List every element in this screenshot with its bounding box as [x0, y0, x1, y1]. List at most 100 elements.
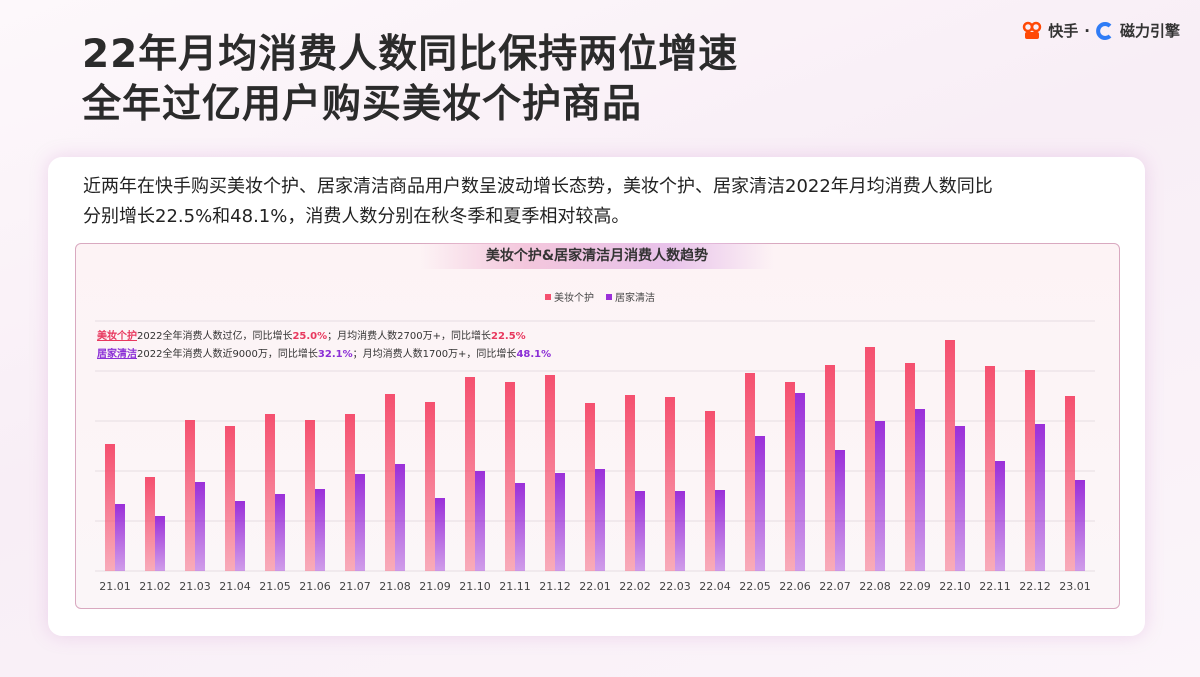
x-tick-label: 22.06	[779, 580, 811, 593]
logo-text: 快手	[1048, 22, 1079, 40]
x-tick-label: 22.07	[819, 580, 851, 593]
legend-label: 美妆个护	[554, 291, 594, 304]
x-tick-label: 21.12	[539, 580, 571, 593]
bar	[235, 501, 245, 571]
x-tick-label: 22.05	[739, 580, 771, 593]
x-tick-label: 21.03	[179, 580, 211, 593]
bar	[865, 347, 875, 571]
bar	[505, 382, 515, 571]
intro-line: 近两年在快手购买美妆个护、居家清洁商品用户数呈波动增长态势，美妆个护、居家清洁2…	[83, 176, 993, 197]
x-tick-label: 21.11	[499, 580, 531, 593]
annotation-value: 48.1%	[516, 349, 552, 360]
x-tick-label: 22.04	[699, 580, 731, 593]
annotation-value: 25.0%	[292, 331, 328, 342]
bar	[435, 498, 445, 571]
annotation-text: 2022全年消费人数近9000万，同比增长	[137, 349, 318, 360]
bar	[475, 471, 485, 571]
bar	[545, 375, 555, 571]
annotation: 居家清洁2022全年消费人数近9000万，同比增长32.1%；月均消费人数170…	[97, 346, 551, 364]
bar	[185, 420, 195, 571]
bar	[515, 483, 525, 571]
bar	[425, 402, 435, 571]
logo: 快手 · 磁力引擎	[1022, 20, 1180, 41]
bar	[955, 426, 965, 571]
bar	[945, 340, 955, 571]
annotation-key: 居家清洁	[97, 349, 137, 360]
x-tick-label: 21.05	[259, 580, 291, 593]
bar	[555, 473, 565, 571]
legend-swatch	[606, 294, 612, 300]
bar	[1075, 480, 1085, 571]
title-line: 全年过亿用户购买美妆个护商品	[82, 82, 643, 127]
bar	[395, 464, 405, 571]
title-line: 22年月均消费人数同比保持两位增速	[82, 32, 739, 77]
bar	[1035, 424, 1045, 571]
bar	[675, 491, 685, 571]
slide-title: 22年月均消费人数同比保持两位增速 全年过亿用户购买美妆个护商品	[82, 30, 738, 130]
bar	[355, 474, 365, 571]
bar	[715, 490, 725, 571]
bar	[635, 491, 645, 571]
x-tick-label: 22.11	[979, 580, 1011, 593]
bar	[305, 420, 315, 571]
x-tick-label: 21.07	[339, 580, 371, 593]
bar	[345, 414, 355, 571]
bar	[265, 414, 275, 571]
bar	[785, 382, 795, 571]
bar	[225, 426, 235, 571]
logo-separator: ·	[1084, 21, 1090, 40]
x-tick-label: 22.03	[659, 580, 691, 593]
annotation: 美妆个护2022全年消费人数过亿，同比增长25.0%；月均消费人数2700万+，…	[97, 328, 551, 346]
bar	[835, 450, 845, 571]
bar	[795, 393, 805, 571]
bar	[705, 411, 715, 571]
bar	[155, 516, 165, 571]
bar	[995, 461, 1005, 571]
x-tick-label: 21.09	[419, 580, 451, 593]
bar	[665, 397, 675, 571]
bar	[745, 373, 755, 571]
bar	[1025, 370, 1035, 571]
x-tick-label: 22.01	[579, 580, 611, 593]
annotation-value: 22.5%	[490, 331, 526, 342]
logo-icon	[1023, 21, 1042, 39]
x-tick-label: 22.12	[1019, 580, 1051, 593]
bar	[115, 504, 125, 571]
bar	[985, 366, 995, 571]
bar	[385, 394, 395, 571]
bar	[465, 377, 475, 571]
x-tick-label: 21.04	[219, 580, 251, 593]
bar	[195, 482, 205, 571]
logo-text: 磁力引擎	[1119, 22, 1180, 40]
bar	[315, 489, 325, 571]
intro: 近两年在快手购买美妆个护、居家清洁商品用户数呈波动增长态势，美妆个护、居家清洁2…	[83, 172, 1123, 232]
annotations: 美妆个护2022全年消费人数过亿，同比增长25.0%；月均消费人数2700万+，…	[97, 328, 551, 364]
annotation-value: 32.1%	[317, 349, 353, 360]
bar	[1065, 396, 1075, 571]
bar	[145, 477, 155, 571]
bar	[875, 421, 885, 571]
bar	[825, 365, 835, 571]
bar	[625, 395, 635, 571]
bar	[905, 363, 915, 571]
bar	[105, 444, 115, 571]
logo-icon	[1096, 21, 1112, 40]
x-tick-label: 22.09	[899, 580, 931, 593]
x-tick-label: 21.06	[299, 580, 331, 593]
x-tick-label: 21.01	[99, 580, 131, 593]
legend-swatch	[545, 294, 551, 300]
x-tick-label: 21.08	[379, 580, 411, 593]
annotation-text: 2022全年消费人数过亿，同比增长	[137, 331, 293, 342]
chart-title: 美妆个护&居家清洁月消费人数趋势	[420, 243, 774, 269]
x-tick-label: 22.02	[619, 580, 651, 593]
bar	[275, 494, 285, 571]
bar	[915, 409, 925, 571]
bar	[585, 403, 595, 571]
x-tick-label: 21.10	[459, 580, 491, 593]
bar	[755, 436, 765, 571]
legend-label: 居家清洁	[615, 291, 655, 304]
annotation-text: ；月均消费人数2700万+，同比增长	[327, 331, 491, 342]
intro-line: 分别增长22.5%和48.1%，消费人数分别在秋冬季和夏季相对较高。	[83, 206, 630, 227]
